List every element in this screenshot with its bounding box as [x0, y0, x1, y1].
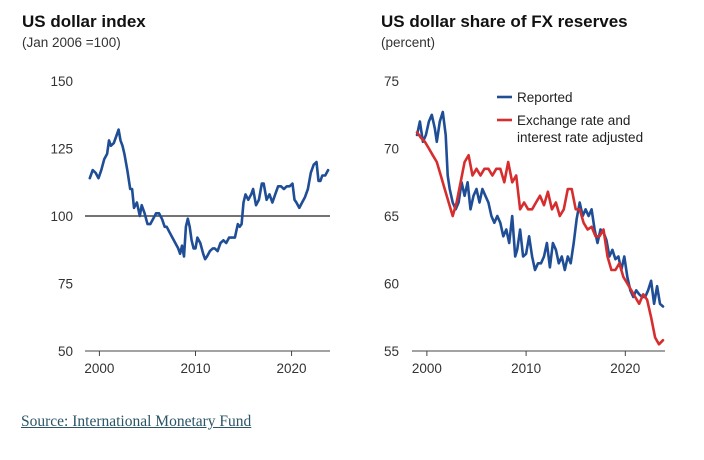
- chart-title: US dollar share of FX reserves: [381, 12, 628, 31]
- x-tick-label: 2000: [84, 361, 114, 376]
- chart-title: US dollar index: [22, 12, 146, 31]
- chart-subtitle: (Jan 2006 =100): [22, 35, 121, 50]
- plot-area: [88, 128, 330, 261]
- y-tick-label: 60: [384, 277, 399, 292]
- x-tick-label: 2000: [412, 361, 442, 376]
- plot-area: [415, 110, 665, 346]
- figure: US dollar index (Jan 2006 =100) 150 125 10…: [22, 12, 665, 376]
- x-tick-label: 2020: [277, 361, 307, 376]
- axes: 150 125 100 75 50 2000 2010 2020: [50, 74, 330, 376]
- us-dollar-index-chart: US dollar index (Jan 2006 =100) 150 125 10…: [22, 12, 330, 376]
- fx-reserves-share-chart: US dollar share of FX reserves (percent)…: [381, 12, 665, 376]
- y-tick-label: 55: [384, 344, 399, 359]
- y-tick-label: 50: [58, 344, 73, 359]
- y-tick-label: 150: [50, 74, 73, 89]
- x-tick-label: 2010: [511, 361, 541, 376]
- legend-label: Reported: [517, 90, 573, 105]
- y-tick-label: 125: [50, 142, 73, 157]
- y-tick-label: 65: [384, 209, 399, 224]
- y-tick-label: 75: [384, 74, 399, 89]
- y-tick-label: 100: [50, 209, 73, 224]
- axes: 75 70 65 60 55 2000 2010 2020: [384, 74, 665, 376]
- series-line-exchange-rate-and-interest-rate-adjusted: [415, 131, 665, 346]
- legend: Reported Exchange rate and interest rate a…: [497, 90, 643, 145]
- y-tick-label: 70: [384, 142, 399, 157]
- chart-subtitle: (percent): [381, 35, 435, 50]
- y-tick-label: 75: [58, 277, 73, 292]
- legend-label: Exchange rate and interest rate adjusted: [517, 113, 643, 145]
- x-tick-label: 2020: [610, 361, 640, 376]
- series-line-0: [88, 128, 330, 261]
- x-tick-label: 2010: [180, 361, 210, 376]
- source-link[interactable]: Source: International Monetary Fund: [21, 413, 252, 430]
